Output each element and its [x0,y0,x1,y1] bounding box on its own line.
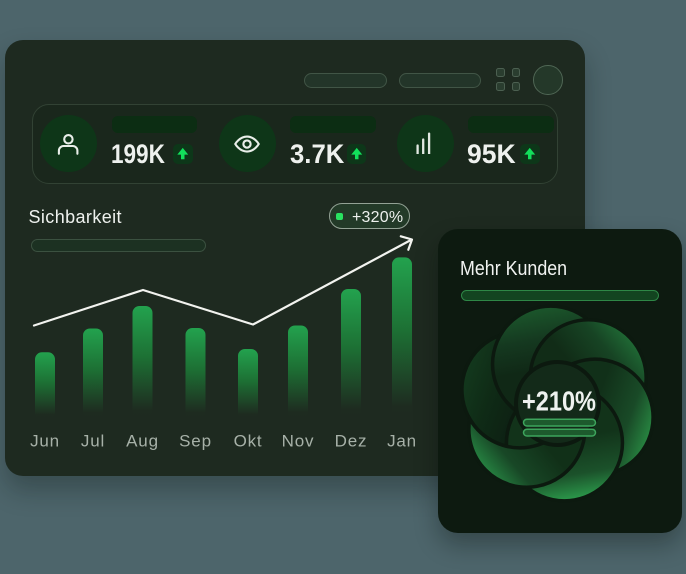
svg-text:Nov: Nov [282,432,315,451]
svg-text:Jan: Jan [387,432,417,451]
svg-text:Dez: Dez [335,432,368,451]
svg-text:Okt: Okt [234,432,263,451]
svg-text:+210%: +210% [522,386,596,417]
svg-text:Jun: Jun [30,432,60,451]
svg-text:Sep: Sep [179,432,212,451]
svg-text:Jul: Jul [81,432,105,451]
svg-text:Aug: Aug [126,432,159,451]
